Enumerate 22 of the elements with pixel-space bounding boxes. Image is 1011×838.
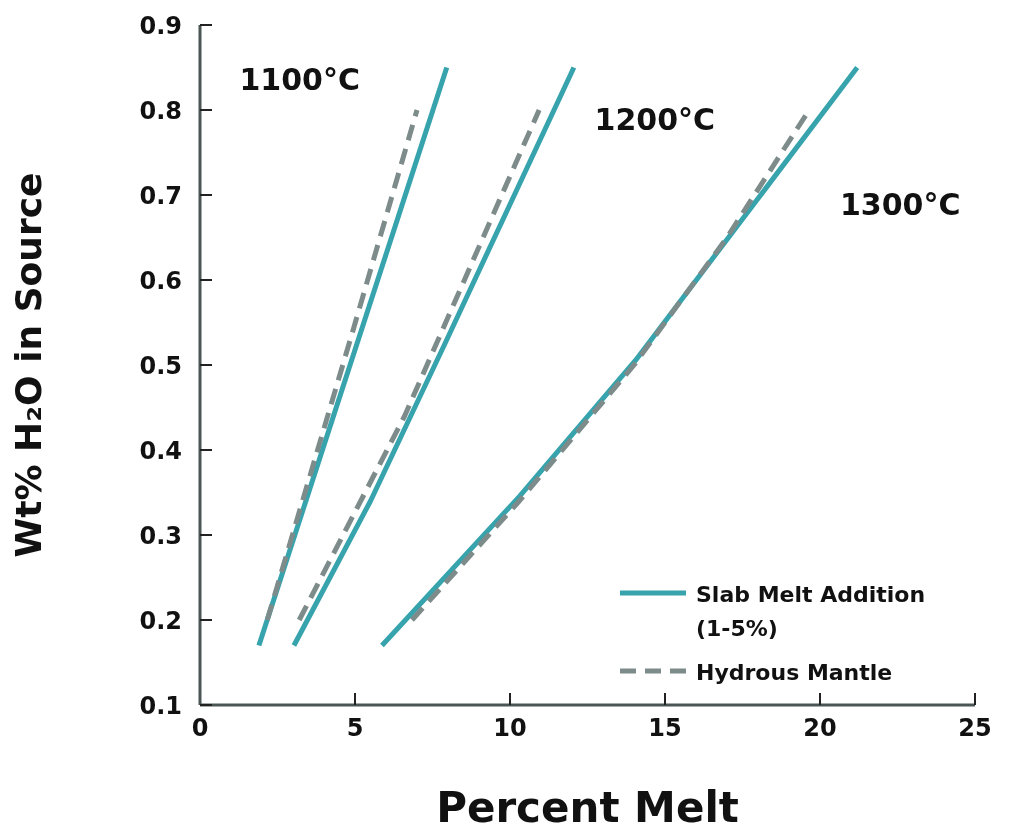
annotation: 1200°C bbox=[594, 102, 716, 137]
y-tick-label: 0.5 bbox=[139, 351, 182, 380]
x-tick-label: 0 bbox=[191, 714, 209, 743]
x-tick-label: 5 bbox=[346, 714, 364, 743]
y-tick-label: 0.4 bbox=[139, 436, 182, 465]
x-tick-label: 20 bbox=[803, 714, 837, 743]
y-tick-label: 0.7 bbox=[139, 181, 182, 210]
y-tick-label: 0.1 bbox=[139, 691, 182, 720]
x-tick-label: 15 bbox=[648, 714, 682, 743]
x-tick-label: 10 bbox=[493, 714, 527, 743]
y-axis-title: Wt% H₂O in Source bbox=[7, 172, 49, 558]
y-tick-label: 0.6 bbox=[139, 266, 182, 295]
y-tick-label: 0.3 bbox=[139, 521, 182, 550]
legend-label: Slab Melt Addition (1-5%) bbox=[696, 581, 926, 643]
annotation: 1100°C bbox=[239, 62, 361, 97]
legend-label: Hydrous Mantle bbox=[696, 659, 894, 687]
annotation: 1300°C bbox=[839, 187, 961, 222]
y-tick-label: 0.9 bbox=[139, 11, 182, 40]
y-tick-label: 0.8 bbox=[139, 96, 182, 125]
x-tick-label: 25 bbox=[958, 714, 992, 743]
x-axis-title: Percent Melt bbox=[436, 783, 739, 832]
y-tick-label: 0.2 bbox=[139, 606, 182, 635]
